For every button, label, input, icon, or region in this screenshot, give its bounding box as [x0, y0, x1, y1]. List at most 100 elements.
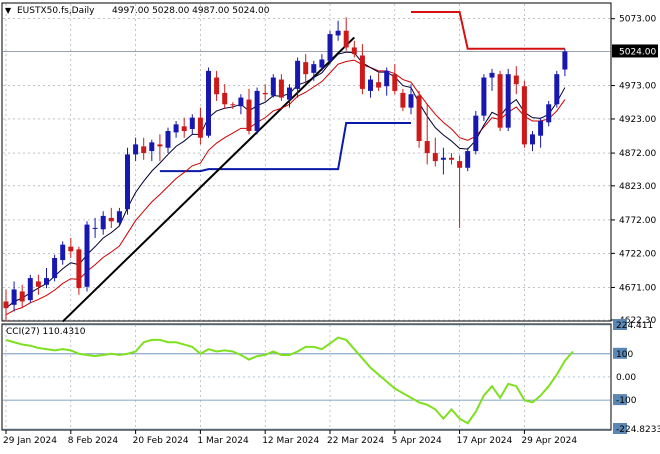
candle-body	[327, 34, 333, 61]
candle-body	[27, 278, 33, 301]
price-panel: 5073.00 4973.00 4923.00 4872.00 4823.00 4772.…	[1, 2, 658, 326]
candle-body	[84, 224, 90, 287]
candle-body	[19, 291, 25, 302]
time-tick-label: 5 Apr 2024	[392, 436, 442, 446]
chart-symbol-label: EUSTX50.fs,Daily	[17, 6, 95, 16]
candle-body	[133, 144, 139, 155]
cci-tick-label: -100	[616, 396, 637, 406]
price-tick-label: 4823.00	[619, 182, 656, 192]
price-tick-label: 4671.00	[619, 283, 656, 293]
cci-level-marker	[613, 394, 627, 406]
candle-body	[11, 289, 17, 305]
candle-body	[440, 157, 446, 160]
time-tick-label: 20 Feb 2024	[133, 436, 189, 446]
cci-tick-label: -224.8233	[616, 425, 660, 435]
candle-body	[554, 74, 560, 105]
candle-body	[513, 75, 519, 85]
cci-tick-label: 224.411	[616, 321, 653, 331]
collapse-arrow-icon[interactable]: ▼	[5, 6, 12, 15]
candle-body	[149, 142, 155, 152]
cci-grid	[3, 324, 611, 430]
candle-body	[76, 249, 82, 289]
time-tick-label: 12 Mar 2024	[262, 436, 319, 446]
candle-body	[222, 92, 228, 105]
candle-body	[157, 144, 163, 147]
ohlc-readout: 4997.00 5028.00 4987.00 5024.00	[112, 6, 270, 16]
price-tick-label: 4973.00	[619, 82, 656, 92]
moving-average-layer	[5, 51, 566, 316]
time-tick-label: 8 Feb 2024	[68, 436, 119, 446]
candle-body	[562, 51, 568, 70]
slow-moving-average-line	[5, 59, 566, 316]
time-tick-label: 1 Mar 2024	[197, 436, 249, 446]
candle-body	[68, 246, 74, 252]
cci-axis: 224.411 100 0.00 -100 -224.8233	[613, 319, 660, 435]
price-tick-label: 4923.00	[619, 115, 656, 125]
cci-line-layer	[5, 336, 574, 425]
candle-body	[278, 79, 284, 98]
candle-body	[246, 99, 252, 132]
candle-body	[3, 301, 9, 309]
candle-body	[359, 55, 365, 89]
cci-level-marker	[613, 423, 627, 434]
trend-line-layer	[62, 36, 355, 323]
candle-body	[100, 215, 106, 230]
candle-body	[262, 92, 268, 95]
cci-tick-label: 0.00	[616, 373, 636, 383]
candle-body	[408, 94, 414, 108]
candle-body	[303, 62, 309, 75]
candle-body	[197, 117, 203, 138]
current-price-label-box	[612, 44, 658, 58]
candle-body	[52, 258, 58, 279]
candle-body	[343, 30, 349, 48]
candle-body	[481, 77, 487, 116]
candle-body	[521, 86, 527, 145]
candle-body	[116, 211, 122, 223]
time-tick-label: 17 Apr 2024	[457, 436, 513, 446]
price-tick-label: 4622.30	[619, 316, 656, 326]
candle-body	[311, 64, 317, 73]
time-tick-label: 29 Jan 2024	[3, 436, 57, 446]
price-panel-frame	[1, 2, 612, 322]
price-axis: 5073.00 4973.00 4923.00 4872.00 4823.00 4772.…	[611, 15, 656, 326]
candle-body	[368, 79, 373, 91]
candle-body	[505, 74, 511, 128]
current-price-marker: 5024.00	[612, 44, 658, 58]
candle-body	[238, 97, 244, 107]
resistance-level-line	[411, 11, 565, 50]
candle-body	[270, 77, 276, 96]
time-tick-label: 22 Mar 2024	[327, 436, 384, 446]
candle-body	[489, 72, 495, 78]
candle-body	[287, 87, 292, 100]
candle-body	[173, 124, 179, 133]
candle-body	[473, 115, 479, 152]
candle-body	[432, 153, 438, 162]
time-axis: 29 Jan 2024 8 Feb 2024 20 Feb 2024 1 Mar 20…	[3, 430, 577, 446]
candle-body	[449, 157, 454, 160]
candle-body	[497, 74, 503, 128]
candle-body	[230, 104, 236, 106]
support-level-line	[159, 121, 411, 173]
candle-body	[400, 92, 406, 108]
price-tick-label: 4722.00	[619, 249, 656, 259]
current-price-label: 5024.00	[619, 47, 656, 57]
candle-body	[416, 95, 422, 142]
price-tick-label: 4872.00	[619, 149, 656, 159]
candle-body	[165, 131, 171, 148]
candle-body	[108, 217, 114, 222]
cci-level-marker	[613, 347, 627, 359]
support-resistance-levels	[159, 11, 565, 173]
candle-body	[254, 90, 260, 132]
time-tick-label: 29 Apr 2024	[521, 436, 577, 446]
candle-body	[214, 77, 220, 95]
fast-moving-average-line	[5, 51, 566, 309]
candle-body	[60, 244, 66, 261]
candle-body	[319, 59, 325, 68]
candle-body	[546, 104, 552, 123]
candle-body	[92, 227, 98, 229]
candle-body	[376, 82, 382, 88]
candle-body	[465, 151, 471, 168]
candle-body	[44, 278, 49, 285]
